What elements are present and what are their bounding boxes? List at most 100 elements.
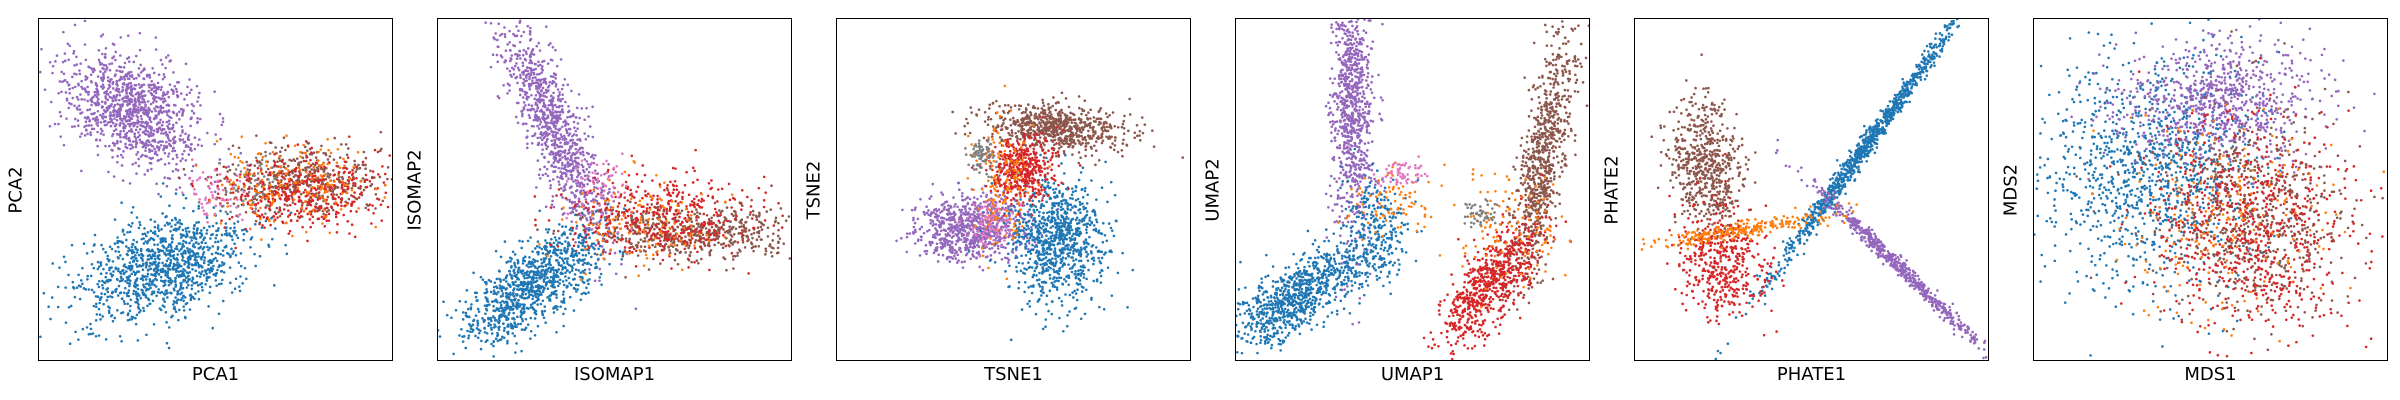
scatter-point bbox=[544, 140, 548, 144]
scatter-point bbox=[574, 268, 578, 271]
scatter-point bbox=[90, 112, 93, 116]
scatter-point bbox=[206, 213, 209, 217]
scatter-point bbox=[169, 144, 173, 148]
scatter-point bbox=[465, 289, 469, 292]
scatter-point bbox=[206, 131, 209, 135]
scatter-point bbox=[127, 264, 131, 268]
scatter-point bbox=[90, 127, 94, 131]
isomap-panel: ISOMAP2 ISOMAP1 bbox=[399, 0, 797, 400]
scatter-point bbox=[134, 54, 138, 58]
scatter-point bbox=[86, 277, 89, 281]
scatter-point bbox=[157, 229, 161, 232]
scatter-point bbox=[288, 229, 292, 233]
scatter-point bbox=[99, 127, 103, 131]
scatter-point bbox=[556, 258, 559, 262]
scatter-point bbox=[587, 251, 591, 255]
scatter-point bbox=[298, 183, 302, 186]
scatter-point bbox=[381, 165, 384, 168]
scatter-point bbox=[556, 175, 559, 179]
scatter-point bbox=[177, 242, 181, 245]
scatter-point bbox=[163, 163, 167, 166]
scatter-point bbox=[159, 118, 162, 122]
scatter-point bbox=[523, 328, 526, 331]
scatter-point bbox=[163, 176, 166, 179]
scatter-point bbox=[345, 153, 349, 157]
scatter-point bbox=[322, 217, 325, 221]
scatter-point bbox=[535, 44, 539, 48]
scatter-point bbox=[525, 66, 529, 69]
scatter-point bbox=[534, 76, 537, 79]
scatter-point bbox=[148, 126, 151, 130]
scatter-point bbox=[277, 157, 281, 160]
scatter-point bbox=[106, 287, 110, 290]
scatter-point bbox=[611, 241, 615, 244]
scatter-point bbox=[279, 197, 282, 201]
scatter-point bbox=[194, 269, 198, 273]
scatter-point bbox=[331, 208, 335, 212]
scatter-point bbox=[127, 223, 131, 227]
scatter-point bbox=[142, 242, 146, 245]
scatter-point bbox=[469, 306, 473, 309]
scatter-point bbox=[305, 155, 309, 159]
scatter-point bbox=[145, 139, 149, 143]
scatter-point bbox=[223, 199, 226, 202]
scatter-point bbox=[151, 134, 155, 137]
scatter-point bbox=[245, 277, 248, 281]
scatter-point bbox=[136, 125, 139, 129]
scatter-point bbox=[91, 250, 94, 253]
scatter-point bbox=[544, 143, 548, 147]
scatter-point bbox=[541, 173, 545, 177]
scatter-point bbox=[94, 319, 98, 322]
scatter-point bbox=[196, 178, 199, 182]
scatter-point bbox=[125, 238, 128, 242]
scatter-point bbox=[126, 77, 130, 81]
scatter-point bbox=[526, 129, 529, 133]
scatter-point bbox=[167, 243, 171, 246]
scatter-point bbox=[161, 123, 164, 127]
scatter-point bbox=[552, 272, 556, 275]
scatter-point bbox=[493, 319, 497, 322]
scatter-point bbox=[503, 35, 507, 39]
scatter-point bbox=[300, 180, 303, 183]
scatter-point bbox=[117, 267, 120, 271]
scatter-point bbox=[188, 91, 192, 95]
scatter-point bbox=[595, 195, 598, 198]
scatter-point bbox=[40, 47, 43, 51]
scatter-point bbox=[553, 124, 556, 127]
scatter-point bbox=[515, 25, 518, 28]
scatter-point bbox=[213, 180, 217, 184]
scatter-point bbox=[134, 292, 138, 296]
scatter-point bbox=[304, 171, 308, 174]
scatter-point bbox=[390, 177, 392, 181]
scatter-point bbox=[194, 292, 197, 295]
scatter-point bbox=[97, 265, 101, 269]
scatter-point bbox=[139, 249, 143, 253]
scatter-point bbox=[332, 185, 336, 188]
scatter-point bbox=[549, 150, 553, 154]
scatter-point bbox=[191, 276, 195, 279]
scatter-point bbox=[164, 215, 167, 219]
scatter-point bbox=[554, 165, 558, 169]
scatter-point bbox=[95, 313, 99, 316]
scatter-point bbox=[86, 132, 89, 136]
scatter-point bbox=[268, 186, 271, 190]
scatter-point bbox=[274, 176, 277, 179]
scatter-point bbox=[513, 44, 517, 48]
scatter-point bbox=[274, 186, 278, 190]
scatter-point bbox=[201, 206, 204, 209]
scatter-point bbox=[512, 68, 516, 71]
scatter-point bbox=[137, 83, 141, 86]
scatter-point bbox=[229, 152, 233, 156]
scatter-point bbox=[222, 271, 226, 274]
scatter-point bbox=[571, 207, 575, 211]
scatter-point bbox=[194, 253, 197, 257]
scatter-point bbox=[239, 170, 243, 173]
scatter-point bbox=[114, 88, 118, 92]
scatter-point bbox=[493, 281, 497, 284]
scatter-point bbox=[131, 206, 135, 209]
scatter-point bbox=[181, 157, 184, 160]
scatter-point bbox=[101, 117, 105, 120]
scatter-point bbox=[233, 196, 237, 199]
scatter-point bbox=[145, 155, 149, 158]
scatter-point bbox=[224, 193, 228, 196]
